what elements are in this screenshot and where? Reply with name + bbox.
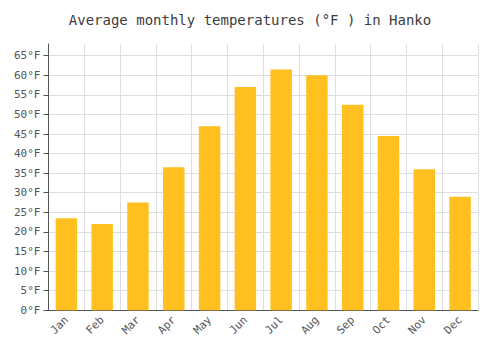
svg-text:0°F: 0°F bbox=[21, 304, 41, 317]
svg-text:5°F: 5°F bbox=[21, 284, 41, 297]
svg-text:Dec: Dec bbox=[441, 314, 464, 337]
svg-text:20°F: 20°F bbox=[14, 225, 41, 238]
svg-text:45°F: 45°F bbox=[14, 128, 41, 141]
svg-text:Feb: Feb bbox=[84, 314, 107, 337]
svg-text:40°F: 40°F bbox=[14, 147, 41, 160]
svg-text:65°F: 65°F bbox=[14, 49, 41, 62]
svg-text:Jun: Jun bbox=[227, 314, 250, 337]
svg-text:May: May bbox=[191, 313, 214, 336]
svg-text:25°F: 25°F bbox=[14, 206, 41, 219]
svg-text:30°F: 30°F bbox=[14, 186, 41, 199]
svg-text:Apr: Apr bbox=[155, 313, 178, 336]
svg-text:Aug: Aug bbox=[298, 314, 321, 337]
svg-text:Jan: Jan bbox=[48, 314, 71, 337]
svg-text:15°F: 15°F bbox=[14, 245, 41, 258]
svg-text:50°F: 50°F bbox=[14, 108, 41, 121]
svg-text:35°F: 35°F bbox=[14, 167, 41, 180]
svg-text:Average monthly temperatures (: Average monthly temperatures (°F ) in Ha… bbox=[69, 12, 431, 28]
svg-text:60°F: 60°F bbox=[14, 69, 41, 82]
svg-text:Nov: Nov bbox=[406, 313, 429, 336]
svg-text:Jul: Jul bbox=[263, 314, 286, 337]
svg-text:Mar: Mar bbox=[119, 313, 142, 336]
svg-text:Oct: Oct bbox=[370, 314, 393, 337]
svg-text:Sep: Sep bbox=[334, 314, 357, 337]
svg-text:10°F: 10°F bbox=[14, 265, 41, 278]
svg-text:55°F: 55°F bbox=[14, 88, 41, 101]
